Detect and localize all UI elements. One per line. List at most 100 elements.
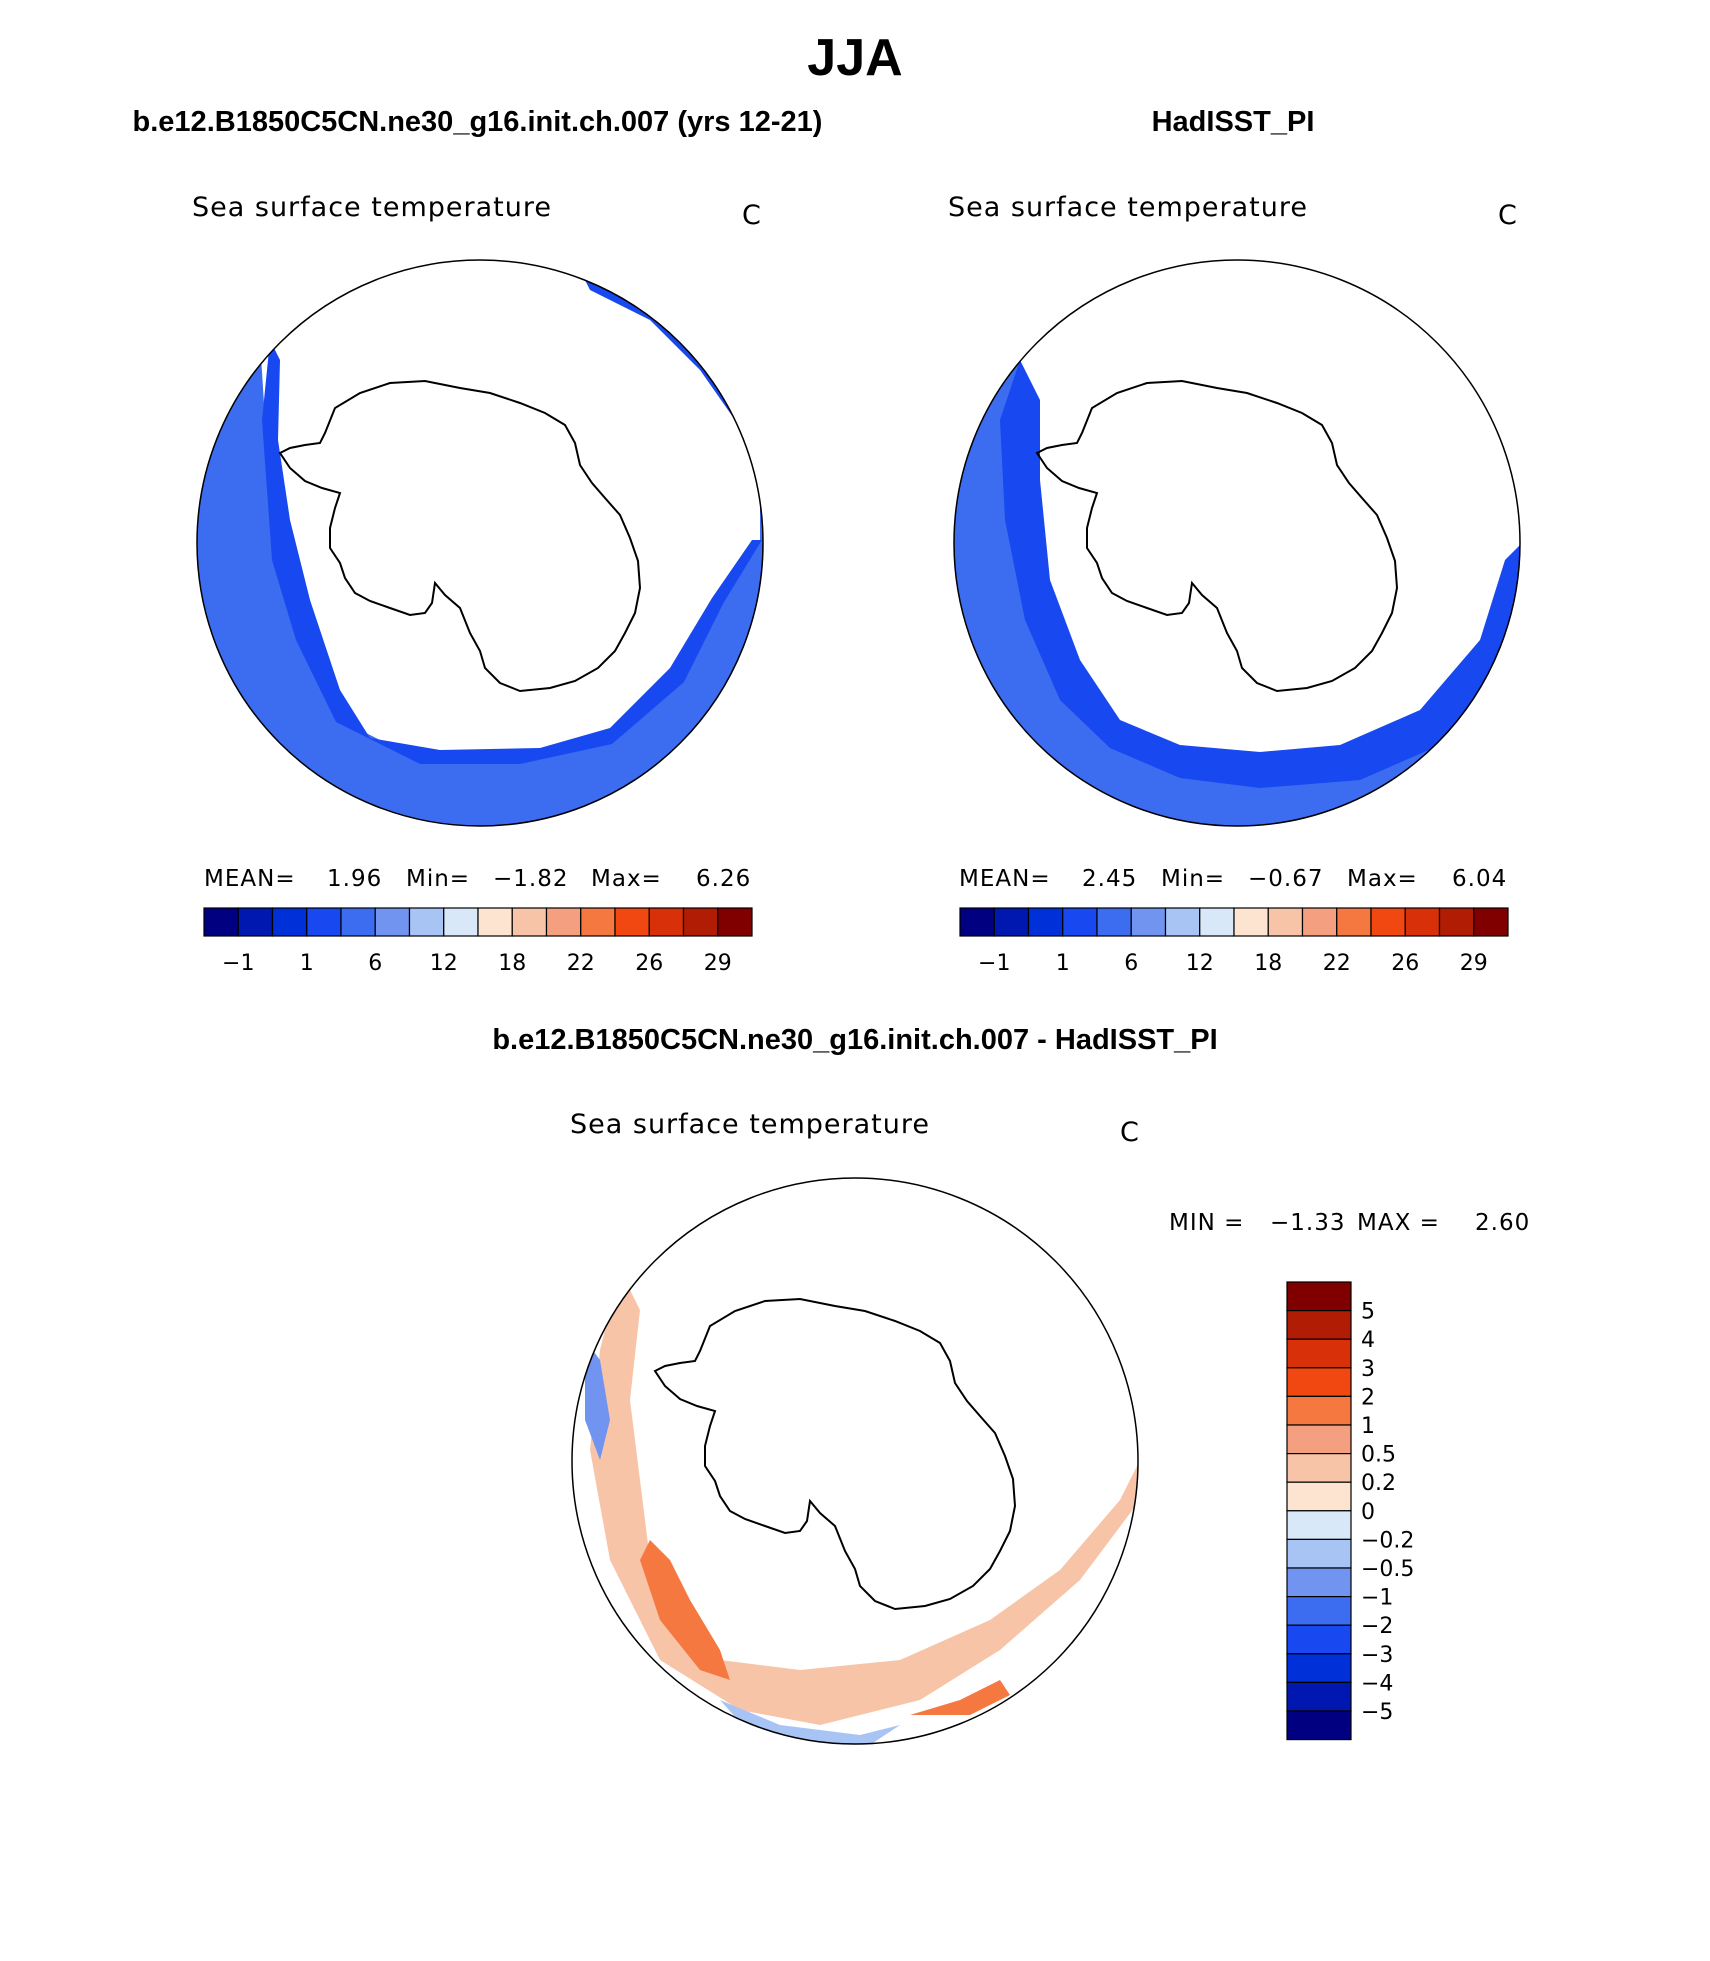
left-panel-title: b.e12.B1850C5CN.ne30_g16.init.ch.007 (yr… (132, 106, 823, 138)
right-colorbar-box (1233, 907, 1269, 937)
left-colorbar-box (306, 907, 342, 937)
right-colorbar-box (1336, 907, 1372, 937)
diff-colorbar-tick-label: 1 (1361, 1414, 1375, 1439)
left-colorbar-box (545, 907, 582, 937)
diff-warm-west-light (590, 1270, 1138, 1725)
right-colorbar-box (1130, 907, 1167, 937)
right-colorbar-box (1062, 907, 1098, 937)
right-map-outline (953, 259, 1521, 827)
right-min-label: Min= (1161, 866, 1226, 892)
right-colorbar-box (1404, 907, 1441, 937)
left-plot-title: Sea surface temperature (192, 192, 552, 223)
right-colorbar-box (959, 907, 995, 937)
diff-max-label: MAX = (1357, 1210, 1440, 1236)
right-colorbar-tick-label: 1 (1056, 951, 1070, 976)
left-colorbar-box (614, 907, 650, 937)
left-colorbar-box (408, 907, 445, 937)
diff-colorbar-box (1286, 1424, 1352, 1455)
left-colorbar-box (682, 907, 719, 937)
right-colorbar-tick-label: 12 (1186, 951, 1214, 976)
diff-colorbar-box (1286, 1367, 1352, 1398)
left-colorbar-box (717, 907, 753, 937)
left-colorbar-box (237, 907, 274, 937)
right-plot-title: Sea surface temperature (948, 192, 1308, 223)
right-mean-label: MEAN= (959, 866, 1051, 892)
diff-colorbar-box (1286, 1538, 1352, 1569)
left-colorbar-tick-label: −1 (222, 951, 254, 976)
left-mean-label: MEAN= (204, 866, 296, 892)
left-polar-map (196, 259, 764, 827)
right-colorbar-box (1164, 907, 1201, 937)
right-colorbar-box (1027, 907, 1064, 937)
left-colorbar-tick-label: 12 (430, 951, 458, 976)
diff-colorbar-box (1286, 1338, 1352, 1369)
diff-colorbar-tick-label: −1 (1361, 1586, 1393, 1611)
right-max-value: 6.04 (1452, 866, 1508, 892)
left-colorbar-box (203, 907, 239, 937)
diff-colorbar-tick-label: 0 (1361, 1500, 1375, 1525)
right-colorbar-box (1370, 907, 1406, 937)
diff-colorbar-box (1286, 1624, 1352, 1655)
left-colorbar-tick-label: 29 (704, 951, 732, 976)
diff-map-outline (571, 1177, 1139, 1745)
left-min-label: Min= (406, 866, 471, 892)
right-panel-title: HadISST_PI (1151, 106, 1315, 138)
right-colorbar-tick-label: 22 (1323, 951, 1351, 976)
diff-colorbar-box (1286, 1281, 1352, 1312)
left-colorbar-tick-label: 6 (368, 951, 382, 976)
left-colorbar-box (580, 907, 616, 937)
diff-colorbar-box (1286, 1710, 1352, 1741)
diff-colorbar-box (1286, 1595, 1352, 1626)
right-colorbar-tick-label: 18 (1254, 951, 1282, 976)
diff-colorbar-tick-label: 4 (1361, 1328, 1375, 1353)
diff-warm-south-east (910, 1680, 1010, 1715)
diff-colorbar-tick-label: 0.5 (1361, 1443, 1396, 1468)
diff-colorbar-box (1286, 1653, 1352, 1684)
page-title: JJA (807, 29, 903, 87)
diff-colorbar-tick-label: 0.2 (1361, 1471, 1396, 1496)
right-colorbar-box (1438, 907, 1475, 937)
diff-colorbar-box (1286, 1395, 1352, 1426)
diff-colorbar-tick-label: −2 (1361, 1614, 1393, 1639)
diff-plot-units: C (1120, 1117, 1140, 1148)
diff-colorbar-tick-label: −4 (1361, 1671, 1393, 1696)
left-colorbar-tick-label: 18 (498, 951, 526, 976)
right-mean-value: 2.45 (1082, 866, 1138, 892)
right-polar-map (953, 259, 1521, 827)
left-colorbar-tick-label: 26 (635, 951, 663, 976)
left-max-label: Max= (591, 866, 662, 892)
left-colorbar-box (443, 907, 479, 937)
diff-colorbar-tick-label: −3 (1361, 1643, 1393, 1668)
diff-min-value: −1.33 (1270, 1210, 1346, 1236)
diff-colorbar-tick-label: −0.5 (1361, 1557, 1414, 1582)
diff-colorbar-tick-label: 2 (1361, 1385, 1375, 1410)
right-min-value: −0.67 (1248, 866, 1324, 892)
right-colorbar-box (1301, 907, 1338, 937)
diff-cool-west (585, 1340, 610, 1460)
left-plot-units: C (742, 200, 762, 231)
left-max-value: 6.26 (696, 866, 752, 892)
right-colorbar-box (993, 907, 1030, 937)
diff-colorbar-box (1286, 1309, 1352, 1340)
diff-colorbar-box (1286, 1481, 1352, 1512)
right-colorbar-box (1096, 907, 1132, 937)
diff-colorbar-box (1286, 1681, 1352, 1712)
left-map-outline (196, 259, 764, 827)
colorbars: −1 1 6 12 18 22 26 29 −1 1 6 12 18 22 26 29 5 4 3 2 1 0.5 0.2 0… (203, 907, 1509, 1741)
diff-map-background (572, 1178, 1138, 1744)
left-colorbar-tick-label: 22 (567, 951, 595, 976)
left-colorbar-box (648, 907, 685, 937)
right-colorbar-box (1199, 907, 1235, 937)
diff-colorbar-tick-label: 3 (1361, 1357, 1375, 1382)
right-colorbar-tick-label: 6 (1124, 951, 1138, 976)
left-map-background (197, 260, 763, 826)
diff-max-value: 2.60 (1475, 1210, 1531, 1236)
left-colorbar-tick-label: 1 (300, 951, 314, 976)
right-max-label: Max= (1347, 866, 1418, 892)
left-mean-value: 1.96 (327, 866, 383, 892)
left-colorbar-box (374, 907, 411, 937)
right-colorbar-box (1473, 907, 1509, 937)
right-colorbar-tick-label: −1 (978, 951, 1010, 976)
right-colorbar-tick-label: 26 (1391, 951, 1419, 976)
